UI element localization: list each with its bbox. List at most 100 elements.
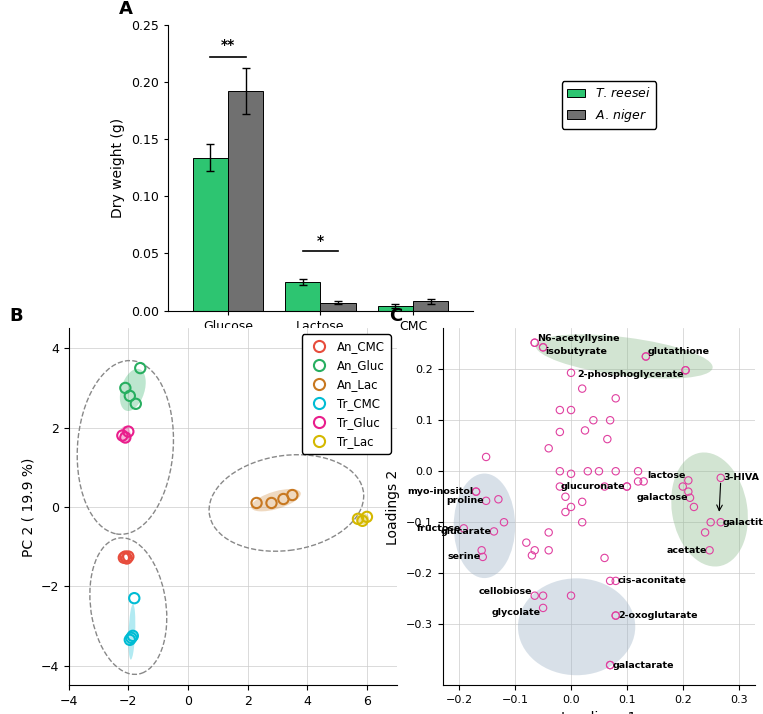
Bar [285,282,320,311]
Point [277,493,289,505]
Point [621,481,633,492]
Point [124,634,136,645]
Point [610,575,622,587]
Point [470,486,482,498]
Bar [193,158,228,311]
Point [122,550,134,562]
Point [529,337,541,348]
Point [682,486,694,498]
Point [715,472,727,483]
Bar [320,303,356,311]
Text: cis-aconitate: cis-aconitate [618,576,687,585]
Point [565,367,577,378]
Point [477,551,489,563]
Point [687,501,700,513]
Text: cellobiose: cellobiose [479,587,533,595]
Point [520,537,533,548]
Text: A: A [119,0,133,18]
Point [715,516,727,528]
Text: myo-inositol: myo-inositol [407,487,474,496]
Legend: $T$. $reesei$, $A$. $niger$: $T$. $reesei$, $A$. $niger$ [562,81,656,129]
Text: isobutyrate: isobutyrate [546,347,607,356]
Point [576,383,588,394]
Ellipse shape [518,578,636,675]
Point [610,466,622,477]
Text: galactitol: galactitol [723,518,763,527]
Point [565,404,577,416]
Text: glycolate: glycolate [492,608,541,617]
Point [703,545,716,556]
Point [593,466,605,477]
Bar [413,301,448,311]
Text: glucarate: glucarate [441,527,491,536]
Point [679,365,691,376]
Ellipse shape [454,473,515,578]
Point [127,630,139,642]
Point [266,497,278,508]
Point [565,468,577,480]
Point [116,430,128,441]
Bar [228,91,263,311]
Point [121,553,133,564]
Point [601,433,613,445]
Point [579,425,591,436]
Point [610,610,622,621]
Y-axis label: Dry weight (g): Dry weight (g) [111,118,125,218]
Point [610,393,622,404]
Point [352,513,364,525]
Point [250,497,262,508]
X-axis label: Loadings 1: Loadings 1 [562,710,636,714]
Point [537,602,549,613]
Point [119,432,131,443]
Point [554,404,566,416]
Point [537,590,549,601]
Text: galactose: galactose [636,493,687,502]
Point [356,515,369,526]
Text: glucuronate: glucuronate [560,482,625,491]
Bar [378,306,413,311]
Point [498,516,510,528]
Legend: An_CMC, An_Gluc, An_Lac, Tr_CMC, Tr_Gluc, Tr_Lac: An_CMC, An_Gluc, An_Lac, Tr_CMC, Tr_Gluc… [301,334,391,453]
Ellipse shape [671,453,748,566]
Point [554,481,566,492]
Point [704,516,716,528]
Point [529,590,541,601]
Point [361,511,373,523]
Text: *: * [317,233,324,248]
Point [122,426,134,437]
Point [526,550,538,561]
Point [529,545,541,556]
Point [632,476,644,487]
Point [470,486,482,498]
Text: fructose: fructose [417,524,462,533]
Text: 2-phosphoglycerate: 2-phosphoglycerate [577,371,684,379]
Point [537,341,549,353]
Text: galactarate: galactarate [613,660,674,670]
Point [458,523,470,534]
Text: 3-HIVA: 3-HIVA [723,473,759,483]
Point [581,466,594,477]
Ellipse shape [128,604,135,660]
Point [125,632,137,643]
Point [677,481,689,492]
Text: proline: proline [446,496,484,506]
Point [598,552,610,563]
Point [604,575,617,587]
Point [559,506,571,518]
Point [128,593,140,604]
Point [554,466,566,477]
Point [639,351,652,362]
Point [621,481,633,492]
Point [118,552,130,563]
Y-axis label: PC 2 ( 19.9 %): PC 2 ( 19.9 %) [21,457,35,557]
Ellipse shape [356,513,369,524]
Text: **: ** [221,39,235,52]
Point [542,527,555,538]
Point [604,659,617,670]
Point [576,516,588,528]
Point [488,526,500,537]
Point [130,398,142,410]
Point [682,475,694,486]
Point [639,351,652,362]
Text: C: C [389,307,403,326]
